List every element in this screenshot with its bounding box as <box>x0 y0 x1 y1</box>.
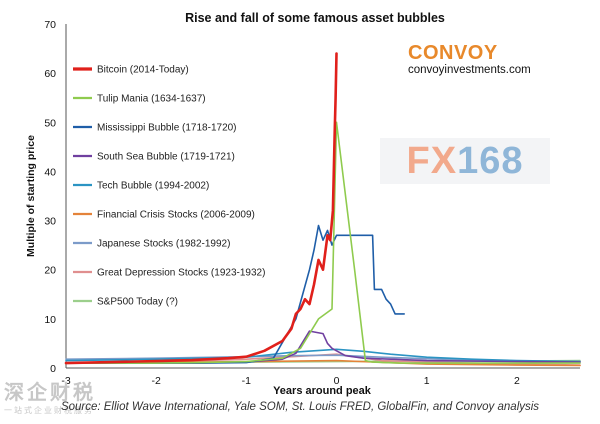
watermark-sub: 一站式企业财税服务 <box>4 406 94 415</box>
watermark-main: 深企财税 <box>4 380 96 404</box>
legend-label: Tulip Mania (1634-1637) <box>97 94 206 105</box>
series-line <box>65 224 406 364</box>
y-tick-label: 70 <box>44 19 56 31</box>
x-tick-label: 2 <box>514 375 520 387</box>
source-note: Source: Elliot Wave International, Yale … <box>60 401 540 413</box>
legend-label: Japanese Stocks (1982-1992) <box>97 239 230 250</box>
x-tick-label: -2 <box>152 375 161 387</box>
legend-label: Great Depression Stocks (1923-1932) <box>97 268 265 279</box>
y-tick-label: 60 <box>44 68 56 80</box>
legend: Bitcoin (2014-Today) Tulip Mania (1634-16… <box>73 65 265 308</box>
series-line <box>65 121 581 364</box>
y-tick-labels: 0 10 20 30 40 50 60 70 <box>44 19 56 375</box>
x-tick-label: 1 <box>424 375 430 387</box>
convoy-brand: CONVOY <box>408 42 498 64</box>
y-tick-label: 40 <box>44 166 56 178</box>
series-line <box>64 52 338 365</box>
convoy-logo: CONVOY convoyinvestments.com <box>408 42 531 76</box>
x-tick-label: -3 <box>61 375 70 387</box>
legend-label: Mississippi Bubble (1718-1720) <box>97 123 237 134</box>
y-tick-label: 20 <box>44 265 56 277</box>
y-tick-label: 10 <box>44 314 56 326</box>
series-lines <box>64 52 581 367</box>
legend-label: South Sea Bubble (1719-1721) <box>97 152 235 163</box>
convoy-url: convoyinvestments.com <box>408 64 531 76</box>
fx-letters: FX <box>406 139 458 182</box>
legend-label: Financial Crisis Stocks (2006-2009) <box>97 210 255 221</box>
legend-label: Bitcoin (2014-Today) <box>97 65 189 76</box>
fx-digits: 168 <box>457 139 524 182</box>
y-tick-label: 30 <box>44 216 56 228</box>
legend-label: Tech Bubble (1994-2002) <box>97 181 209 192</box>
x-axis-label: Years around peak <box>273 385 372 397</box>
chart-title: Rise and fall of some famous asset bubbl… <box>185 11 445 25</box>
y-axis-label: Multiple of starting price <box>25 135 37 257</box>
x-tick-label: -1 <box>242 375 251 387</box>
fx168-logo: FX 168 <box>380 138 550 184</box>
legend-label: S&P500 Today (?) <box>97 297 178 308</box>
y-tick-label: 50 <box>44 117 56 129</box>
x-tick-labels: -3 -2 -1 0 1 2 <box>61 375 520 387</box>
watermark: 深企财税 一站式企业财税服务 <box>4 376 96 416</box>
y-tick-label: 0 <box>50 363 56 375</box>
x-tick-label: 0 <box>334 375 340 387</box>
